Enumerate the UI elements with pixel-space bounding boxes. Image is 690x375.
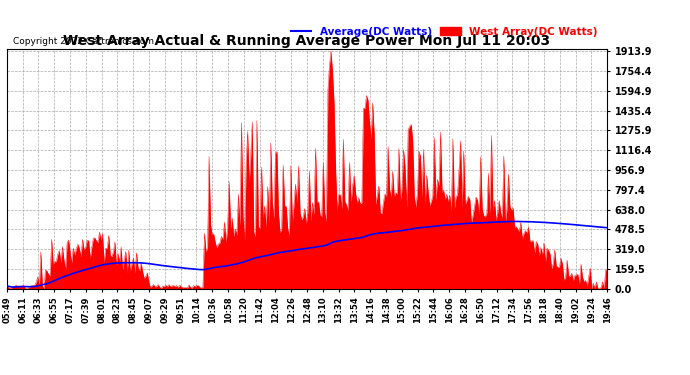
Text: Copyright 2022 Cartronics.com: Copyright 2022 Cartronics.com [13,38,154,46]
Legend: Average(DC Watts), West Array(DC Watts): Average(DC Watts), West Array(DC Watts) [286,23,602,41]
Title: West Array Actual & Running Average Power Mon Jul 11 20:03: West Array Actual & Running Average Powe… [63,34,551,48]
